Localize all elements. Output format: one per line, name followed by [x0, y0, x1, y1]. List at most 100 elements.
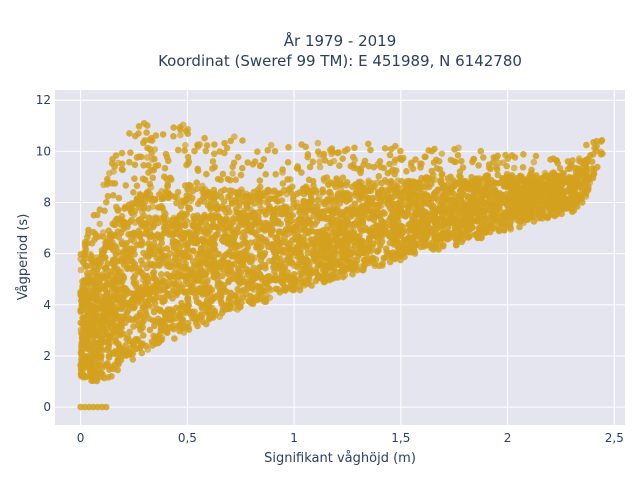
data-point: [374, 248, 382, 255]
data-point: [239, 193, 246, 201]
data-point: [357, 169, 364, 177]
data-point: [113, 306, 120, 314]
data-point: [244, 205, 251, 212]
data-point: [128, 245, 135, 252]
data-point: [539, 174, 546, 182]
data-point: [103, 280, 111, 287]
data-point: [470, 190, 478, 198]
data-point: [523, 194, 530, 201]
data-point: [322, 198, 330, 205]
data-point: [519, 164, 527, 171]
data-point: [151, 322, 158, 330]
data-point: [358, 227, 366, 235]
data-point: [167, 192, 175, 199]
data-point: [203, 222, 210, 229]
data-point: [293, 190, 301, 198]
data-point: [119, 285, 126, 293]
data-point: [334, 274, 342, 281]
data-point: [150, 308, 158, 316]
data-point: [122, 182, 130, 189]
data-point: [567, 201, 575, 208]
data-point: [285, 144, 292, 151]
data-point: [212, 232, 220, 240]
data-point: [97, 369, 105, 377]
data-point: [484, 172, 491, 179]
data-point: [282, 227, 290, 234]
data-point: [409, 165, 417, 173]
data-point: [314, 202, 321, 210]
data-point: [464, 192, 471, 200]
data-point: [457, 173, 464, 181]
data-point: [583, 141, 590, 149]
data-point: [393, 213, 400, 221]
data-point: [203, 228, 211, 235]
data-point: [262, 295, 269, 302]
data-point: [327, 208, 335, 215]
data-point: [85, 340, 93, 348]
data-point: [179, 316, 187, 324]
data-point: [194, 165, 201, 173]
data-point: [352, 220, 360, 227]
data-point: [154, 231, 161, 238]
data-point: [99, 248, 107, 256]
data-point: [78, 341, 86, 349]
data-point: [157, 327, 165, 334]
data-point: [90, 228, 97, 236]
data-point: [174, 188, 182, 196]
data-point: [349, 183, 356, 191]
data-point: [354, 187, 362, 195]
data-point: [307, 236, 315, 243]
data-point: [529, 182, 536, 190]
data-point: [306, 163, 314, 171]
data-point: [120, 330, 127, 338]
data-point: [144, 346, 151, 353]
data-point: [404, 234, 412, 242]
data-point: [308, 282, 315, 289]
data-point: [306, 203, 314, 211]
data-point: [473, 201, 481, 208]
data-point: [79, 334, 86, 342]
data-point: [477, 147, 485, 155]
data-point: [146, 326, 154, 334]
data-point: [288, 275, 296, 283]
data-point: [250, 264, 257, 272]
data-point: [101, 296, 109, 304]
data-point: [234, 229, 242, 236]
data-point: [499, 221, 506, 228]
data-point: [232, 176, 239, 184]
data-point: [100, 181, 107, 189]
data-point: [369, 194, 376, 202]
data-point: [216, 291, 224, 299]
data-point: [531, 197, 539, 205]
data-point: [114, 215, 121, 223]
data-point: [120, 313, 128, 321]
data-point: [487, 165, 494, 173]
data-point: [556, 165, 564, 172]
data-point: [272, 285, 280, 293]
data-point: [432, 194, 440, 202]
data-point: [139, 175, 147, 183]
data-point: [105, 333, 113, 340]
data-point: [164, 260, 172, 268]
data-point: [526, 171, 534, 179]
data-point: [288, 283, 295, 290]
data-point: [170, 280, 178, 288]
data-point: [119, 166, 126, 174]
data-point: [135, 204, 142, 211]
data-point: [579, 188, 586, 195]
data-point: [217, 218, 224, 226]
data-point: [296, 239, 303, 246]
data-point: [210, 308, 218, 315]
data-point: [115, 233, 122, 241]
data-point: [158, 239, 165, 247]
data-point: [131, 264, 139, 272]
data-point: [91, 339, 98, 346]
data-point: [591, 144, 598, 152]
data-point: [124, 223, 131, 231]
data-point: [120, 297, 127, 305]
data-point: [181, 147, 188, 154]
data-point: [138, 153, 145, 161]
data-point: [261, 227, 269, 234]
data-point: [197, 245, 205, 253]
data-point: [131, 161, 139, 169]
